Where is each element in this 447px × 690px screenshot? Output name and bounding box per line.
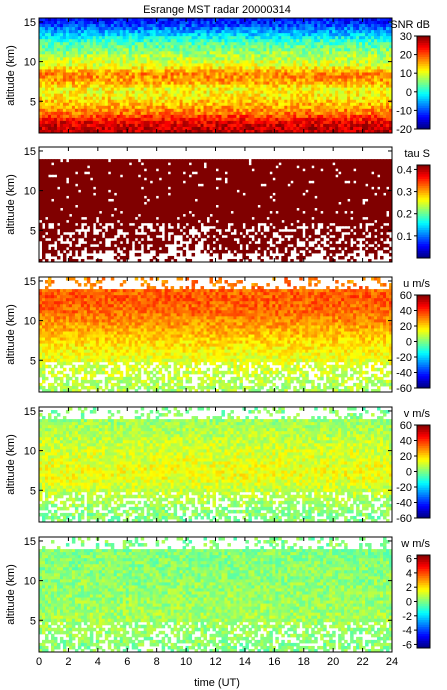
- colorbar-tick-label: 2: [406, 582, 412, 594]
- y-tick-label: 10: [24, 446, 36, 458]
- x-tick-label: 22: [356, 656, 368, 668]
- y-axis-label: altitude (km): [5, 174, 17, 235]
- colorbar-label: tau S: [404, 148, 430, 160]
- colorbar-label: SNR dB: [390, 19, 430, 31]
- y-tick-label: 5: [30, 225, 36, 237]
- colorbar-tick-label: -40: [396, 368, 412, 380]
- colorbar-tick-label: 20: [400, 451, 412, 463]
- colorbar-snr: [416, 35, 431, 130]
- figure-title: Esrange MST radar 20000314: [143, 4, 291, 16]
- y-axis-label: altitude (km): [5, 304, 17, 365]
- y-tick-label: 15: [24, 17, 36, 29]
- panel-v-field: [39, 407, 392, 522]
- colorbar-tick-label: 0.3: [397, 187, 412, 199]
- colorbar-tick-label: -4: [402, 625, 412, 637]
- panel-u-field: [39, 277, 392, 392]
- colorbar-tick-label: 30: [400, 31, 412, 43]
- y-tick-label: 5: [30, 485, 36, 497]
- colorbar-tick-label: 60: [400, 420, 412, 432]
- colorbar-tick-label: 20: [400, 50, 412, 62]
- x-tick-label: 16: [268, 656, 280, 668]
- x-tick-label: 20: [327, 656, 339, 668]
- colorbar-tick-label: 40: [400, 436, 412, 448]
- colorbar-tick-label: 0.4: [397, 164, 412, 176]
- y-tick-label: 10: [24, 576, 36, 588]
- x-tick-label: 0: [36, 656, 42, 668]
- colorbar-tick-label: 0: [406, 467, 412, 479]
- colorbar-tick-label: -40: [396, 498, 412, 510]
- colorbar-label: v m/s: [404, 408, 431, 420]
- colorbar-tick-label: -60: [396, 383, 412, 395]
- y-axis-label: altitude (km): [5, 564, 17, 625]
- panel-u: 5 10 15 altitude (km) u m/s60 40 20 0 -20 -40 -60: [5, 276, 431, 395]
- y-tick-label: 5: [30, 615, 36, 627]
- colorbar-tick-label: -20: [396, 482, 412, 494]
- colorbar-tick-label: 4: [406, 568, 412, 580]
- x-tick-label: 2: [65, 656, 71, 668]
- colorbar-tick-label: 10: [400, 68, 412, 80]
- colorbar-tick-label: 40: [400, 306, 412, 318]
- y-tick-label: 5: [30, 96, 36, 108]
- panel-v: 5 10 15 altitude (km) v m/s60 40 20 0 -20 -40 -60: [5, 406, 431, 525]
- panel-snr-field: [39, 18, 392, 133]
- panel-tau: 5 10 15 altitude (km) tau S 0.4 0.3 0.2 0.1: [5, 146, 431, 263]
- y-tick-label: 5: [30, 355, 36, 367]
- y-axis-label: altitude (km): [5, 45, 17, 106]
- y-tick-label: 10: [24, 316, 36, 328]
- x-tick-label: 8: [154, 656, 160, 668]
- colorbar-tick-label: -20: [396, 124, 412, 136]
- colorbar-tick-label: 0: [406, 87, 412, 99]
- colorbar-tick-label: 0.1: [397, 231, 412, 243]
- colorbar-tick-label: -10: [396, 105, 412, 117]
- y-tick-label: 10: [24, 186, 36, 198]
- colorbar-tick-label: 0.2: [397, 209, 412, 221]
- colorbar-tick-label: -2: [402, 611, 412, 623]
- x-axis-label: time (UT): [194, 677, 240, 689]
- x-tick-label: 4: [95, 656, 101, 668]
- colorbar-tau: [416, 164, 431, 259]
- y-tick-label: 15: [24, 146, 36, 158]
- colorbar-tick-label: -60: [396, 513, 412, 525]
- colorbar-label: w m/s: [400, 538, 430, 550]
- y-tick-label: 15: [24, 536, 36, 548]
- colorbar-tick-label: -20: [396, 352, 412, 364]
- colorbar-label: u m/s: [403, 278, 430, 290]
- x-tick-label: 18: [298, 656, 310, 668]
- panel-w-field: [39, 537, 392, 652]
- colorbar-tick-label: 20: [400, 321, 412, 333]
- colorbar-tick-label: 60: [400, 290, 412, 302]
- y-axis-label: altitude (km): [5, 434, 17, 495]
- x-tick-label: 14: [239, 656, 251, 668]
- y-tick-label: 10: [24, 57, 36, 69]
- colorbar-tick-label: -6: [402, 639, 412, 651]
- y-tick-label: 15: [24, 276, 36, 288]
- x-tick-label: 12: [209, 656, 221, 668]
- colorbar-tick-label: 0: [406, 337, 412, 349]
- x-tick-label: 6: [124, 656, 130, 668]
- panel-w: 5 10 15 altitude (km) w m/s 6 4 2 0 -2 -4 -6: [5, 536, 431, 653]
- x-tick-label: 10: [180, 656, 192, 668]
- colorbar-tick-label: 0: [406, 597, 412, 609]
- x-tick-label: 24: [386, 656, 398, 668]
- panel-tau-field: [39, 147, 392, 262]
- y-tick-label: 15: [24, 406, 36, 418]
- colorbar-tick-label: 6: [406, 554, 412, 566]
